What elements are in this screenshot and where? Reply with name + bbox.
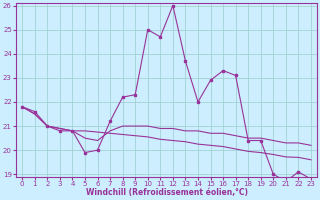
X-axis label: Windchill (Refroidissement éolien,°C): Windchill (Refroidissement éolien,°C) (85, 188, 248, 197)
